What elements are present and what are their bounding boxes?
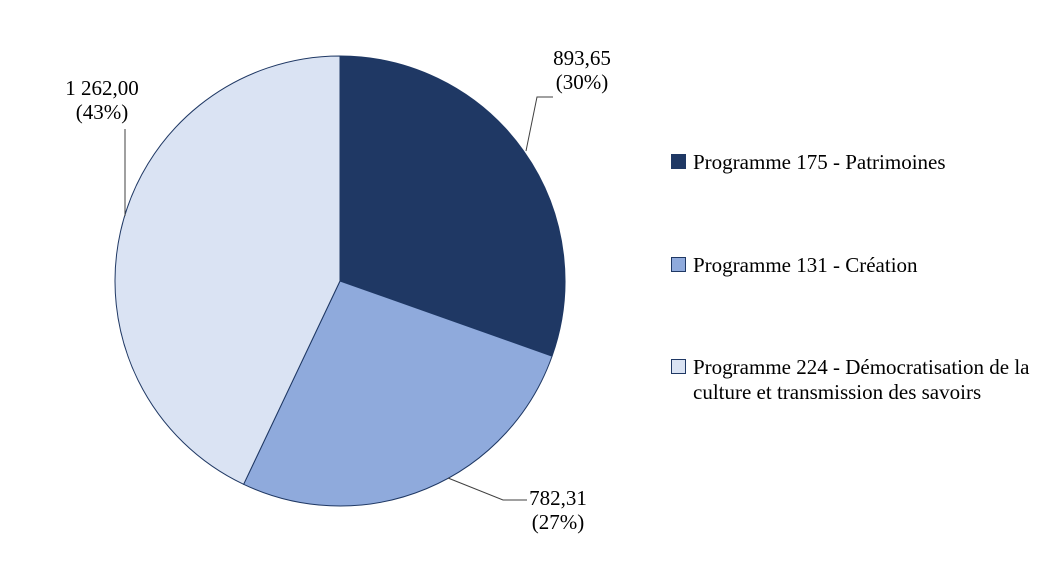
data-label-value: 893,65 xyxy=(553,46,611,70)
legend-marker-creation xyxy=(671,257,686,272)
legend-label: Programme 224 - Démocratisation de la cu… xyxy=(693,355,1030,404)
data-label-value: 1 262,00 xyxy=(65,76,139,100)
legend-item-patrimoines: Programme 175 - Patrimoines xyxy=(671,150,1045,175)
legend-item-creation: Programme 131 - Création xyxy=(671,253,1045,278)
data-label-patrimoines: 893,65 (30%) xyxy=(512,46,652,94)
data-label-percent: (43%) xyxy=(75,100,129,124)
leader-line-creation xyxy=(447,477,527,501)
legend-marker-democratisation xyxy=(671,359,686,374)
legend-label: Programme 131 - Création xyxy=(693,253,918,277)
pie-slices-group xyxy=(114,55,566,507)
legend-item-democratisation: Programme 224 - Démocratisation de la cu… xyxy=(671,355,1045,405)
pie-slice-2 xyxy=(114,55,341,485)
legend-label: Programme 175 - Patrimoines xyxy=(693,150,946,174)
pie-slice-1 xyxy=(243,280,553,507)
data-label-democratisation: 1 262,00 (43%) xyxy=(32,76,172,124)
data-label-value: 782,31 xyxy=(529,486,587,510)
data-label-creation: 782,31 (27%) xyxy=(488,486,628,534)
leader-line-patrimoines xyxy=(525,96,553,152)
data-label-percent: (30%) xyxy=(555,70,609,94)
legend-marker-patrimoines xyxy=(671,154,686,169)
pie-slice-0 xyxy=(339,55,566,357)
data-label-percent: (27%) xyxy=(531,510,585,534)
